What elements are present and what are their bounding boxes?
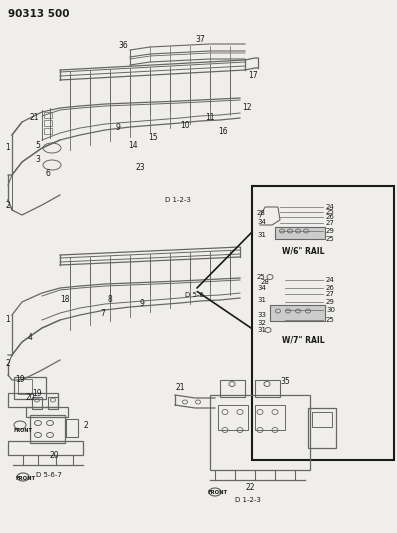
Text: 25: 25 xyxy=(257,274,266,280)
Bar xyxy=(220,380,245,397)
Text: 29: 29 xyxy=(326,299,335,305)
Bar xyxy=(8,393,58,407)
Text: 18: 18 xyxy=(60,295,69,304)
Bar xyxy=(312,412,332,427)
Text: 4: 4 xyxy=(28,333,33,342)
Text: D 1-2-3: D 1-2-3 xyxy=(165,197,191,203)
Text: 6: 6 xyxy=(45,168,50,177)
Text: 27: 27 xyxy=(326,220,335,226)
Bar xyxy=(32,397,42,409)
Text: FRONT: FRONT xyxy=(208,489,228,495)
Bar xyxy=(8,441,83,455)
Text: D 5-6-7: D 5-6-7 xyxy=(36,472,62,478)
Text: 37: 37 xyxy=(195,36,205,44)
Bar xyxy=(255,405,285,430)
Text: 12: 12 xyxy=(242,102,252,111)
Bar xyxy=(48,397,58,409)
Text: 29: 29 xyxy=(326,228,335,234)
Text: 24: 24 xyxy=(326,204,335,210)
Text: 25: 25 xyxy=(326,317,335,323)
Bar xyxy=(18,379,32,394)
Bar xyxy=(308,408,336,448)
Text: 17: 17 xyxy=(248,70,258,79)
Text: 23: 23 xyxy=(135,164,145,173)
Text: 14: 14 xyxy=(128,141,138,149)
Bar xyxy=(14,377,46,399)
Text: 35: 35 xyxy=(280,377,290,386)
Text: W/6" RAIL: W/6" RAIL xyxy=(282,246,324,255)
Text: 3: 3 xyxy=(35,156,40,165)
Text: 2: 2 xyxy=(5,359,10,367)
Text: 34: 34 xyxy=(257,219,266,225)
Bar xyxy=(270,305,325,321)
Text: D 5-6: D 5-6 xyxy=(185,292,204,298)
Text: 21: 21 xyxy=(30,114,39,123)
Text: 28: 28 xyxy=(257,210,266,216)
Text: 31: 31 xyxy=(257,232,266,238)
Text: 26: 26 xyxy=(326,285,335,291)
Bar xyxy=(44,112,52,118)
Text: 20: 20 xyxy=(25,392,35,401)
Text: 20: 20 xyxy=(50,450,60,459)
Bar xyxy=(26,407,68,417)
Text: 9: 9 xyxy=(115,124,120,133)
Text: 22: 22 xyxy=(245,483,254,492)
Text: 31: 31 xyxy=(257,327,266,333)
Text: 1: 1 xyxy=(5,316,10,325)
Text: 27: 27 xyxy=(326,291,335,297)
Text: D 1-2-3: D 1-2-3 xyxy=(235,497,261,503)
Text: 15: 15 xyxy=(148,133,158,142)
Bar xyxy=(252,186,394,460)
Text: 16: 16 xyxy=(218,127,227,136)
Bar xyxy=(66,419,78,437)
Text: 7: 7 xyxy=(100,309,105,318)
Text: 31: 31 xyxy=(257,297,266,303)
Text: 28: 28 xyxy=(261,279,270,285)
Text: 24: 24 xyxy=(326,277,335,283)
Text: 26: 26 xyxy=(326,214,335,220)
Text: W/7" RAIL: W/7" RAIL xyxy=(282,335,325,344)
Text: 32: 32 xyxy=(257,320,266,326)
Text: 19: 19 xyxy=(15,376,25,384)
Text: 36: 36 xyxy=(118,41,128,50)
Text: 19: 19 xyxy=(32,389,42,398)
Bar xyxy=(255,380,280,397)
Text: 34: 34 xyxy=(257,285,266,291)
Text: 30: 30 xyxy=(326,307,335,313)
Bar xyxy=(218,405,248,430)
Text: 11: 11 xyxy=(205,114,214,123)
Text: 8: 8 xyxy=(108,295,113,304)
Text: 1: 1 xyxy=(5,143,10,152)
Text: 2: 2 xyxy=(5,200,10,209)
Bar xyxy=(30,415,65,443)
Bar xyxy=(44,128,52,134)
Bar xyxy=(275,227,325,239)
Bar xyxy=(44,120,52,126)
Text: 21: 21 xyxy=(175,384,185,392)
Text: 25: 25 xyxy=(326,209,335,215)
Text: 2: 2 xyxy=(83,421,88,430)
Text: 9: 9 xyxy=(140,298,145,308)
Text: FRONT: FRONT xyxy=(16,475,36,481)
Text: 90313 500: 90313 500 xyxy=(8,9,69,19)
Text: 33: 33 xyxy=(257,312,266,318)
Text: 5: 5 xyxy=(35,141,40,149)
Text: FRONT: FRONT xyxy=(14,427,33,432)
Bar xyxy=(210,395,310,470)
Text: 25: 25 xyxy=(326,236,335,242)
Text: 10: 10 xyxy=(180,120,190,130)
